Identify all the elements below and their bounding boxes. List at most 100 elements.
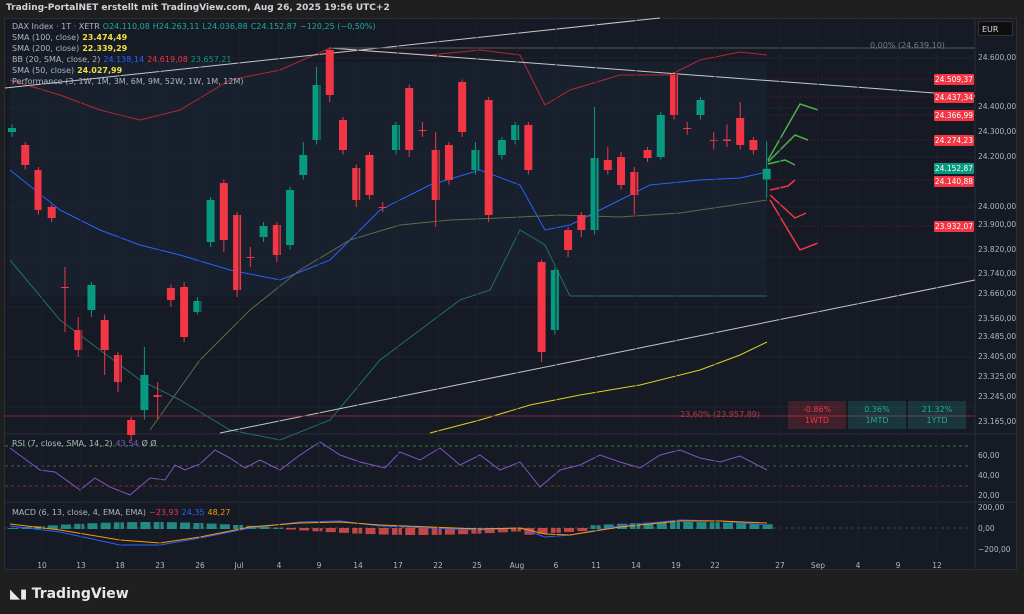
candle-body [683, 128, 692, 129]
time-axis-label: 14 [631, 561, 641, 570]
price-axis-label: 23.560,00 [978, 314, 1017, 323]
price-axis-label: 24.300,00 [978, 127, 1017, 136]
price-axis-label: 23.165,00 [978, 417, 1017, 426]
candle-body [153, 395, 162, 397]
macd-histogram-bar [722, 522, 733, 529]
macd-histogram-bar [497, 528, 508, 533]
macd-line [9, 519, 768, 546]
close: C24.152,87 [250, 22, 297, 31]
time-axis-label: 18 [115, 561, 125, 570]
macd-histogram-bar [762, 524, 773, 529]
time-axis-label: 22 [710, 561, 720, 570]
macd-histogram-bar [272, 527, 283, 529]
time-axis-label: 23 [155, 561, 165, 570]
macd-histogram-bar [749, 523, 760, 529]
macd-histogram-bar [630, 523, 641, 529]
candle-body [193, 301, 202, 312]
macd-histogram-bar [113, 522, 124, 529]
candle-body [405, 88, 414, 150]
candle-body [8, 128, 16, 132]
candle-body [736, 118, 745, 145]
candle-body [233, 215, 242, 290]
bb-mid: 24.138,14 [103, 55, 145, 64]
macd-histogram-bar [431, 528, 442, 535]
currency-button[interactable]: EUR [978, 21, 1013, 36]
low: L24.036,88 [202, 22, 248, 31]
sma50-value: 24.027,99 [77, 66, 123, 75]
candle-body [246, 257, 255, 258]
sma100-label: SMA (100, close) [12, 33, 80, 42]
legend-sma200: SMA (200, close) 22.339,29 [9, 44, 127, 53]
macd-histogram-bar [312, 528, 323, 532]
candle-body [603, 160, 612, 170]
candle-body [458, 82, 467, 132]
candle-body [564, 230, 573, 250]
open: O24.110,08 [102, 22, 150, 31]
candle-body [127, 420, 136, 435]
performance-period: 1YTD [926, 416, 948, 425]
legend-performance: Performance (3, 1W, 1M, 3M, 6M, 9M, 52W,… [9, 77, 243, 86]
candle-body [312, 85, 321, 140]
macd-histogram-bar [736, 523, 747, 529]
macd-histogram-bar [286, 528, 297, 530]
candle-body [550, 270, 559, 330]
macd-histogram-bar [206, 523, 217, 529]
candle-body [60, 287, 69, 288]
candle-body [617, 157, 626, 185]
legend-sma100: SMA (100, close) 23.474,49 [9, 33, 127, 42]
macd-histogram-bar [577, 528, 588, 532]
signal-line [9, 520, 768, 544]
macd-histogram-bar [74, 523, 85, 529]
macd-histogram-bar [219, 524, 230, 529]
bb-label: BB (20, SMA, close, 2) [12, 55, 101, 64]
time-axis-label: 10 [37, 561, 47, 570]
macd-histogram-bar [564, 528, 575, 532]
brand-name: TradingView [31, 586, 129, 602]
macd-histogram-bar [233, 524, 244, 529]
performance-value: 21.32% [921, 405, 953, 414]
candle-body [140, 375, 149, 410]
performance-period: 1WTD [804, 416, 830, 425]
price-axis-label: 23.405,00 [978, 352, 1017, 361]
change: −120,25 (−0,50%) [300, 22, 376, 31]
time-axis-label: 9 [316, 561, 322, 570]
candle-body [656, 115, 665, 157]
price-axis-label: 24.000,00 [978, 202, 1017, 211]
candle-body [722, 139, 731, 141]
candle-body [259, 226, 268, 237]
candle-body [219, 183, 228, 240]
candle-body [444, 145, 453, 180]
price-axis-label: 23.660,00 [978, 289, 1017, 298]
price-tag: 24.509,37 [934, 74, 974, 85]
performance-cell: -0.86% 1WTD [788, 401, 846, 429]
price-tag: 24.274,23 [934, 135, 974, 146]
macd-histogram-bar [418, 528, 429, 535]
candle-body [47, 207, 56, 218]
fib-label-2: 23,60% (23.957,89) [680, 410, 761, 419]
macd-histogram-bar [47, 525, 58, 529]
trendline-support [219, 279, 976, 434]
time-axis-label: 13 [76, 561, 86, 570]
rsi-extra: Ø Ø [141, 439, 157, 448]
macd-histogram-bar [656, 522, 667, 529]
rsi-axis-60: 60,00 [978, 451, 1000, 460]
macd-histogram-bar [683, 522, 694, 529]
candle-body [339, 120, 347, 150]
chart-title: Trading-PortalNET erstellt mit TradingVi… [0, 0, 1024, 18]
macd-histogram-bar [153, 522, 164, 529]
candle-body [391, 125, 400, 150]
scenario-arrow [767, 159, 796, 166]
scenario-arrow [769, 179, 796, 191]
performance-period: 1MTD [865, 416, 889, 425]
bb-upper: 24.619,08 [147, 55, 188, 64]
legend-bb: BB (20, SMA, close, 2) 24.138,14 24.619,08… [9, 55, 232, 64]
bb-lower: 23.657,21 [190, 55, 232, 64]
legend-symbol: DAX Index · 1T · XETR O24.110,08 H24.263,1… [9, 22, 376, 31]
candle-body [749, 140, 758, 150]
macd-histogram-bar [127, 522, 138, 529]
bb-fill [10, 62, 767, 296]
macd-histogram-bar [339, 528, 349, 533]
sma100-value: 23.474,49 [82, 33, 128, 42]
candle-body [365, 155, 374, 195]
